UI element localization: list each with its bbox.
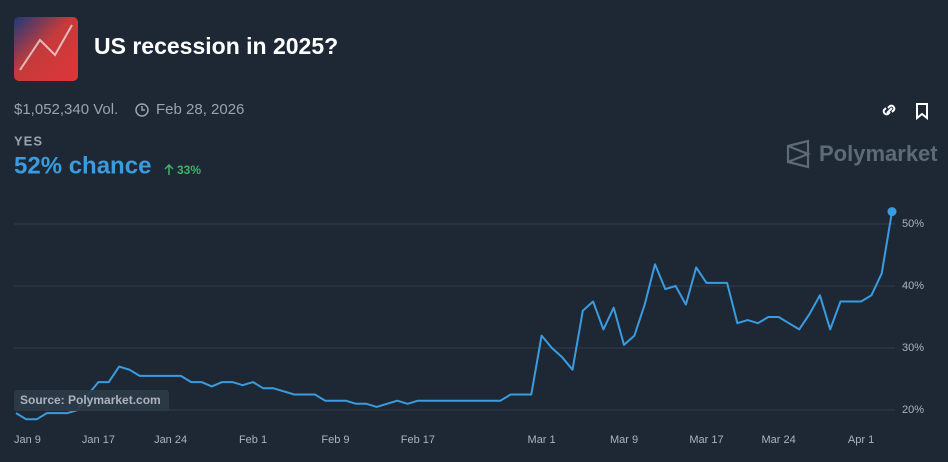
x-tick-label: Jan 9	[14, 434, 41, 446]
x-tick-label: Mar 9	[610, 434, 638, 446]
title: US recession in 2025?	[94, 33, 338, 59]
x-tick-label: Apr 1	[848, 434, 874, 446]
up-arrow	[164, 163, 174, 175]
source-box	[14, 390, 169, 411]
x-tick-label: Feb 17	[401, 434, 435, 446]
change: 33%	[177, 163, 201, 177]
x-tick-label: Feb 9	[321, 434, 349, 446]
clock-icon	[135, 103, 149, 117]
y-tick-label: 50%	[902, 218, 924, 230]
x-tick-label: Feb 1	[239, 434, 267, 446]
end-point	[887, 207, 897, 217]
end-date: Feb 28, 2026	[156, 101, 244, 118]
y-tick-label: 40%	[902, 280, 924, 292]
volume: $1,052,340 Vol.	[14, 101, 118, 118]
x-tick-label: Mar 1	[528, 434, 556, 446]
y-tick-label: 20%	[902, 404, 924, 416]
icon-detail	[19, 24, 73, 71]
outcome: YES	[14, 133, 43, 148]
brand: Polymarket	[819, 141, 938, 166]
source: Source: Polymarket.com	[20, 393, 161, 407]
chance: 52% chance	[14, 152, 151, 179]
x-tick-label: Mar 17	[689, 434, 723, 446]
plot: 20% 30% 40% 50% Jan 9 Jan 17 Jan 24 Feb 1 Feb 9 F…	[14, 207, 924, 446]
x-tick-label: Jan 24	[154, 434, 187, 446]
y-tick-label: 30%	[902, 342, 924, 354]
price-line	[15, 211, 893, 421]
market-icon	[14, 17, 78, 81]
link-icon[interactable]	[882, 104, 896, 116]
brand-logo	[786, 139, 811, 169]
x-tick-label: Jan 17	[82, 434, 115, 446]
x-tick-label: Mar 24	[762, 434, 796, 446]
bookmark-icon[interactable]	[916, 103, 928, 121]
